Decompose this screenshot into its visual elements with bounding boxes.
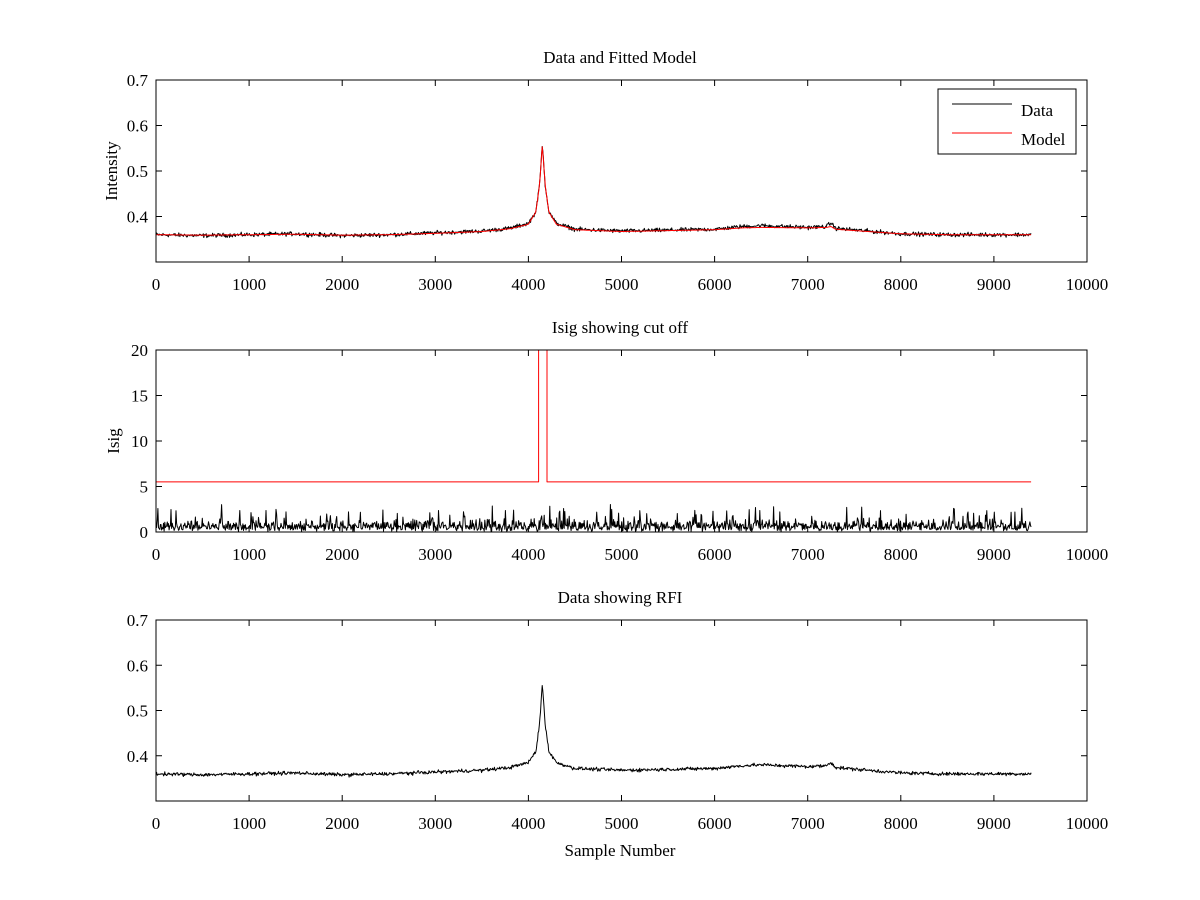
x-tick-label: 0 bbox=[152, 545, 161, 564]
x-tick-label: 3000 bbox=[418, 545, 452, 564]
x-tick-label: 2000 bbox=[325, 275, 359, 294]
x-tick-label: 3000 bbox=[418, 814, 452, 833]
x-tick-label: 6000 bbox=[698, 545, 732, 564]
x-tick-label: 0 bbox=[152, 814, 161, 833]
x-tick-label: 7000 bbox=[791, 814, 825, 833]
series-line-data bbox=[155, 685, 1032, 778]
x-tick-label: 7000 bbox=[791, 545, 825, 564]
y-tick-label: 0.6 bbox=[127, 656, 148, 675]
y-tick-label: 20 bbox=[131, 341, 148, 360]
x-tick-label: 1000 bbox=[232, 275, 266, 294]
x-tick-label: 6000 bbox=[698, 275, 732, 294]
x-tick-label: 8000 bbox=[884, 814, 918, 833]
x-tick-label: 6000 bbox=[698, 814, 732, 833]
x-tick-label: 0 bbox=[152, 275, 161, 294]
y-tick-label: 0.6 bbox=[127, 117, 148, 136]
x-tick-label: 2000 bbox=[325, 814, 359, 833]
panel-data-rfi: Data showing RFI Sample Number 0 1000 2000… bbox=[127, 588, 1109, 860]
plot-area bbox=[155, 685, 1032, 778]
axis-ticks: 0 1000 2000 3000 4000 5000 6000 7000 8000 9000 100… bbox=[127, 611, 1109, 833]
series-line-isig bbox=[155, 504, 1032, 533]
x-tick-label: 8000 bbox=[884, 545, 918, 564]
axis-ticks: 0 1000 2000 3000 4000 5000 6000 7000 8000 9000 100… bbox=[131, 341, 1108, 564]
axis-ticks: 0 1000 2000 3000 4000 5000 6000 7000 8000 9000 100… bbox=[127, 71, 1109, 294]
x-tick-label: 5000 bbox=[605, 275, 639, 294]
y-tick-label: 10 bbox=[131, 432, 148, 451]
x-tick-label: 4000 bbox=[511, 275, 545, 294]
panel-data-and-model: Data and Fitted Model Intensity 0 1000 200… bbox=[102, 48, 1108, 294]
x-tick-label: 9000 bbox=[977, 814, 1011, 833]
y-tick-label: 0 bbox=[140, 523, 149, 542]
y-tick-label: 5 bbox=[140, 478, 149, 497]
y-tick-label: 0.5 bbox=[127, 162, 148, 181]
x-tick-label: 8000 bbox=[884, 275, 918, 294]
y-tick-label: 0.4 bbox=[127, 747, 149, 766]
panel-isig-cutoff: Isig showing cut off Isig 0 1000 2000 3000 4… bbox=[104, 318, 1108, 564]
y-tick-label: 0.5 bbox=[127, 702, 148, 721]
x-tick-label: 7000 bbox=[791, 275, 825, 294]
x-tick-label: 5000 bbox=[605, 545, 639, 564]
x-tick-label: 1000 bbox=[232, 545, 266, 564]
x-tick-label: 10000 bbox=[1066, 814, 1109, 833]
legend-label-model: Model bbox=[1021, 130, 1066, 149]
x-tick-label: 9000 bbox=[977, 545, 1011, 564]
x-tick-label: 4000 bbox=[511, 814, 545, 833]
y-tick-label: 15 bbox=[131, 387, 148, 406]
plot-area bbox=[155, 146, 1032, 239]
y-tick-label: 0.7 bbox=[127, 611, 149, 630]
legend-label-data: Data bbox=[1021, 101, 1054, 120]
x-tick-label: 10000 bbox=[1066, 275, 1109, 294]
y-tick-label: 0.4 bbox=[127, 208, 149, 227]
x-tick-label: 9000 bbox=[977, 275, 1011, 294]
legend-box bbox=[937, 88, 1077, 155]
x-tick-label: 4000 bbox=[511, 545, 545, 564]
panel-title: Data showing RFI bbox=[558, 588, 683, 607]
legend: Data Model bbox=[937, 88, 1077, 155]
x-tick-label: 1000 bbox=[232, 814, 266, 833]
panel-title: Data and Fitted Model bbox=[543, 48, 697, 67]
y-tick-label: 0.7 bbox=[127, 71, 149, 90]
y-axis-label: Isig bbox=[104, 428, 123, 454]
y-axis-label: Intensity bbox=[102, 141, 121, 201]
x-axis-label: Sample Number bbox=[565, 841, 676, 860]
x-tick-label: 5000 bbox=[605, 814, 639, 833]
x-tick-label: 10000 bbox=[1066, 545, 1109, 564]
x-tick-label: 3000 bbox=[418, 275, 452, 294]
series-line-model bbox=[156, 146, 1032, 236]
x-tick-label: 2000 bbox=[325, 545, 359, 564]
panel-title: Isig showing cut off bbox=[552, 318, 688, 337]
